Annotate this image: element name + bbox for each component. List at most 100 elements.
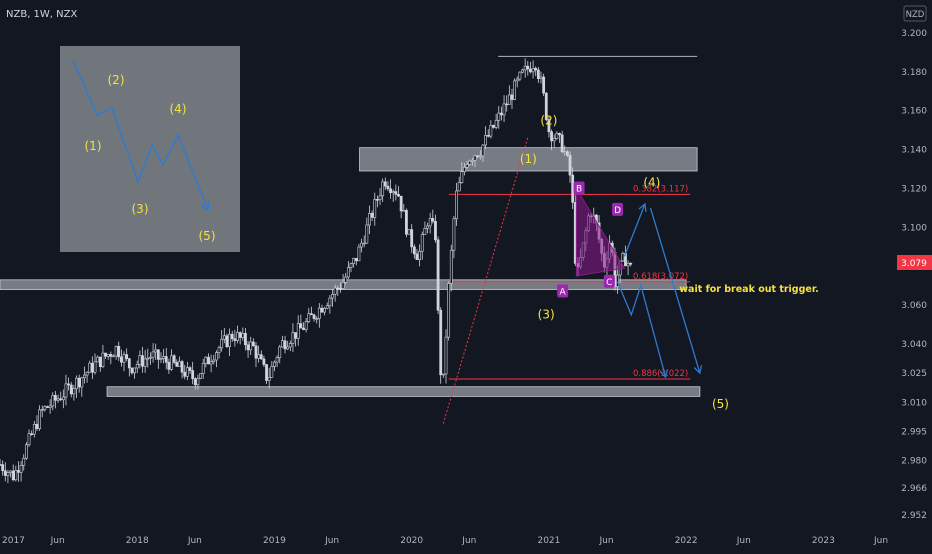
candle-body bbox=[222, 335, 226, 340]
candle-body bbox=[67, 383, 71, 386]
candle-body bbox=[565, 151, 569, 156]
candle-body bbox=[420, 234, 424, 252]
candle-body bbox=[117, 346, 121, 358]
candle-body bbox=[476, 155, 480, 158]
y-tick-label: 3.100 bbox=[901, 223, 927, 233]
candle-body bbox=[341, 282, 345, 289]
candle-body bbox=[362, 242, 366, 245]
fib-label-1: 0.618(3.072) bbox=[633, 272, 688, 282]
candle-body bbox=[154, 349, 158, 353]
candle-body bbox=[207, 356, 210, 365]
candle-body bbox=[463, 166, 466, 172]
inset-wave-diagram: (1) (2) (3) (4) (5) bbox=[60, 46, 240, 252]
candle-body bbox=[254, 345, 258, 359]
candle-body bbox=[407, 229, 411, 235]
candle-body bbox=[489, 124, 493, 137]
candle-body bbox=[320, 307, 324, 313]
candle-body bbox=[455, 190, 458, 220]
candle-body bbox=[539, 76, 543, 79]
candle-body bbox=[294, 332, 297, 339]
y-tick-label: 3.180 bbox=[901, 68, 927, 78]
candle-body bbox=[149, 356, 152, 359]
candle-body bbox=[233, 338, 237, 341]
candle-body bbox=[375, 199, 379, 201]
candle-body bbox=[88, 362, 92, 373]
candle-body bbox=[431, 218, 435, 222]
candle-body bbox=[133, 367, 136, 374]
candle-body bbox=[317, 307, 321, 319]
candle-body bbox=[278, 346, 282, 359]
candle-body bbox=[230, 333, 234, 340]
candle-body bbox=[296, 323, 300, 339]
x-tick-label: 2018 bbox=[126, 536, 149, 546]
candle-body bbox=[164, 356, 168, 363]
candle-body bbox=[77, 377, 81, 388]
candle-body bbox=[494, 119, 498, 128]
annotation-text: wait for break out trigger. bbox=[679, 284, 819, 295]
candle-body bbox=[188, 367, 192, 371]
triangle-layer bbox=[575, 186, 626, 277]
candle-body bbox=[69, 384, 73, 395]
point-marker-B bbox=[573, 181, 585, 195]
candle-body bbox=[486, 135, 490, 137]
candle-body bbox=[251, 341, 255, 347]
candle-body bbox=[1, 464, 5, 471]
candle-body bbox=[215, 352, 218, 361]
candle-body bbox=[191, 370, 195, 380]
candle-body bbox=[302, 327, 305, 330]
inset-wave-label-2: (3) bbox=[132, 202, 149, 216]
x-tick-label: 2021 bbox=[537, 536, 560, 546]
candle-body bbox=[449, 249, 453, 284]
y-tick-label: 3.040 bbox=[901, 340, 927, 350]
candle-body bbox=[249, 341, 253, 351]
candle-body bbox=[357, 246, 361, 262]
candle-body bbox=[426, 225, 429, 229]
fib-label-2: 0.886(3.022) bbox=[633, 369, 688, 379]
candle-body bbox=[162, 356, 166, 359]
candle-body bbox=[434, 221, 437, 241]
candle-body bbox=[125, 354, 129, 359]
candle-body bbox=[38, 409, 41, 429]
candle-body bbox=[447, 283, 451, 338]
candle-body bbox=[381, 181, 385, 197]
candle-body bbox=[529, 68, 532, 73]
candle-body bbox=[217, 347, 221, 353]
candle-body bbox=[370, 213, 374, 218]
candle-body bbox=[180, 361, 184, 373]
candle-body bbox=[478, 155, 482, 158]
candle-body bbox=[523, 65, 527, 71]
inset-wave-label-1: (2) bbox=[108, 73, 125, 87]
point-label-B: B bbox=[576, 184, 582, 194]
arrow-up-to-4-head bbox=[638, 202, 647, 213]
triangle-pattern bbox=[575, 186, 626, 277]
candle-body bbox=[492, 124, 495, 128]
candle-body bbox=[354, 258, 358, 262]
x-tick-label: Jun bbox=[873, 536, 888, 546]
candle-body bbox=[24, 444, 28, 459]
candle-body bbox=[9, 470, 12, 473]
y-tick-label: 3.160 bbox=[901, 107, 927, 117]
candle-body bbox=[500, 112, 503, 116]
candle-body bbox=[312, 314, 316, 319]
candle-body bbox=[209, 361, 213, 365]
y-tick-label: 3.010 bbox=[901, 398, 927, 408]
candle-body bbox=[621, 252, 625, 262]
candle-body bbox=[106, 354, 110, 357]
candle-body bbox=[536, 69, 540, 79]
candle-body bbox=[193, 378, 197, 386]
candle-body bbox=[143, 358, 147, 367]
candle-body bbox=[119, 356, 123, 363]
candle-body bbox=[22, 457, 26, 466]
zone-0 bbox=[359, 147, 698, 172]
candle-body bbox=[238, 332, 242, 338]
candle-body bbox=[436, 239, 440, 311]
candle-body bbox=[368, 213, 371, 226]
candle-body bbox=[201, 363, 205, 374]
candle-body bbox=[441, 373, 445, 376]
candle-body bbox=[299, 323, 303, 329]
candle-body bbox=[558, 133, 561, 136]
candle-body bbox=[183, 371, 187, 377]
arrow-up-to-4 bbox=[623, 203, 646, 257]
